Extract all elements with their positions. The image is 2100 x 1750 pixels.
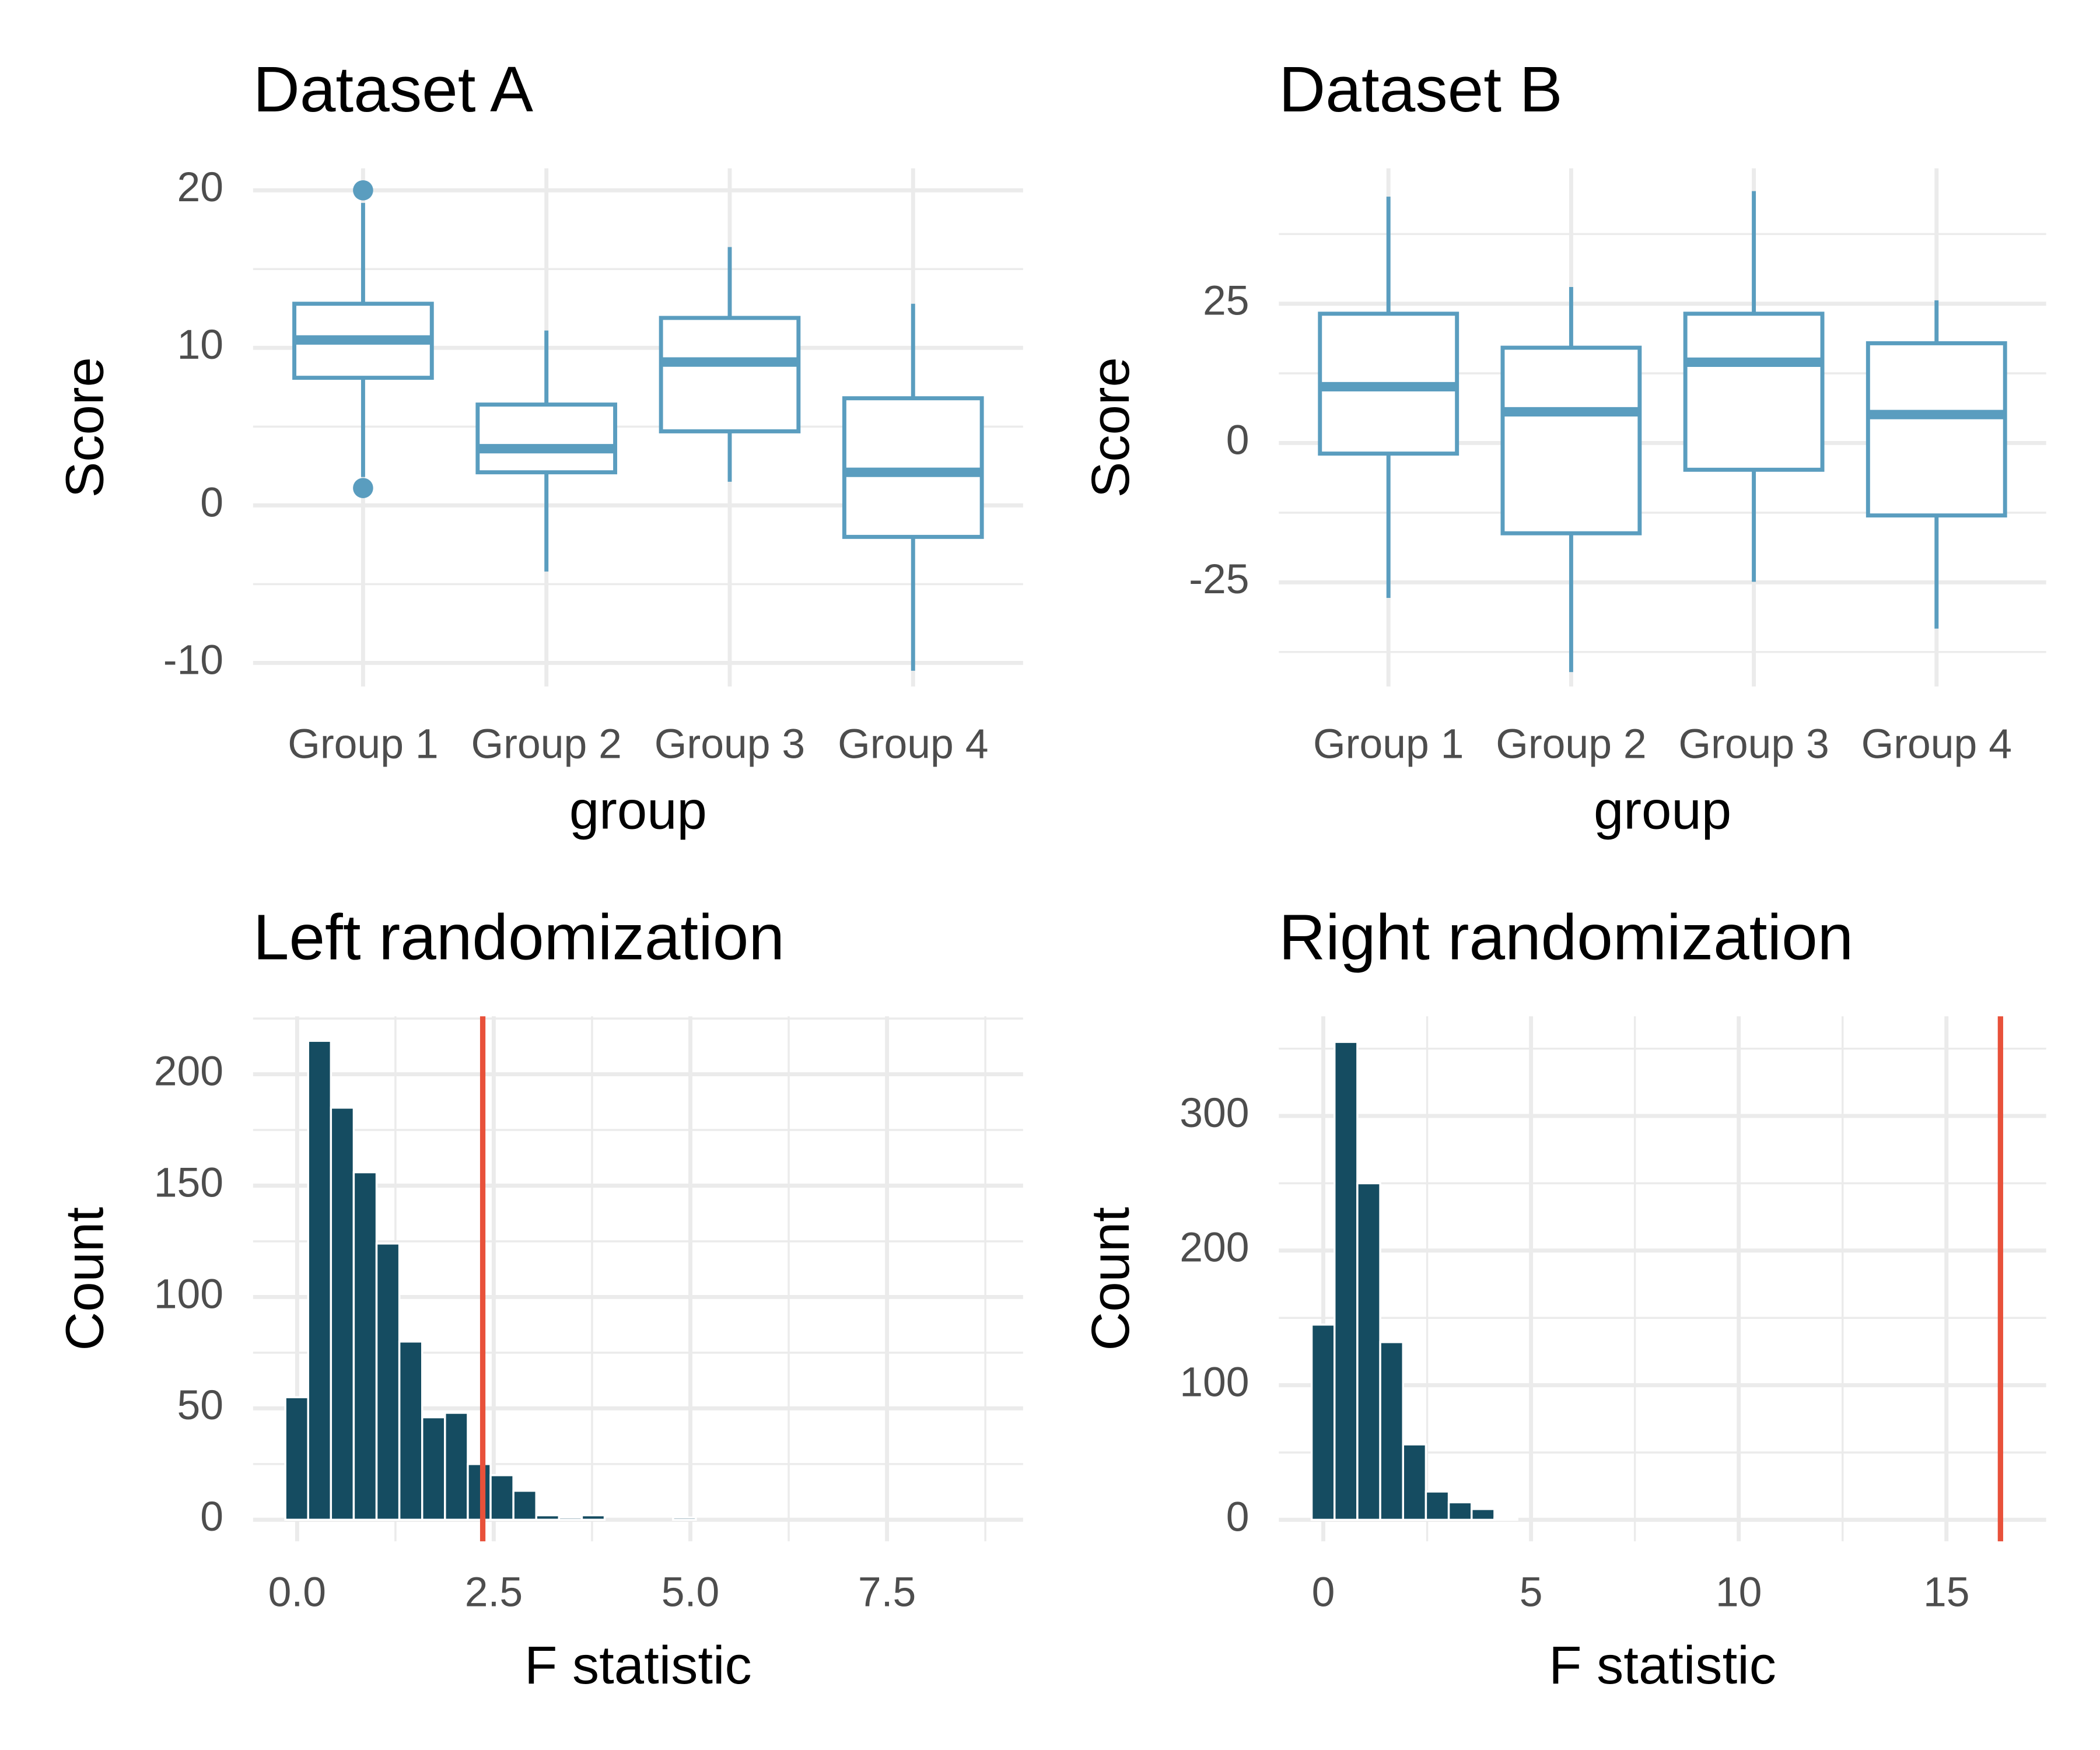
x-axis-title: group	[569, 780, 707, 841]
bar	[1379, 1341, 1404, 1521]
bar	[352, 1171, 378, 1521]
y-tick-label: -25	[1189, 556, 1249, 603]
box	[1866, 341, 2007, 518]
x-tick-label: Group 3	[1678, 721, 1829, 768]
outlier	[353, 478, 373, 498]
box	[659, 316, 801, 433]
bar	[1402, 1443, 1427, 1521]
x-tick-label: Group 4	[1861, 721, 2012, 768]
y-axis-title: Score	[54, 357, 115, 498]
y-tick-label: 10	[177, 321, 224, 368]
bar	[444, 1412, 469, 1521]
bar	[1493, 1517, 1518, 1521]
box	[1683, 312, 1825, 472]
y-axis-title: Count	[54, 1207, 115, 1350]
x-tick-label: 0	[1312, 1569, 1335, 1616]
bar	[330, 1107, 355, 1521]
chart-title: Right randomization	[1279, 902, 1853, 974]
x-tick-label: 7.5	[858, 1569, 916, 1616]
y-tick-label: 100	[1180, 1359, 1249, 1406]
bar	[421, 1416, 446, 1521]
bar	[375, 1242, 401, 1521]
y-tick-label: 200	[154, 1048, 223, 1094]
bar	[1471, 1508, 1496, 1521]
bar	[1447, 1501, 1473, 1521]
y-tick-label: 100	[154, 1270, 223, 1317]
bar	[398, 1340, 424, 1521]
chart-title: Dataset B	[1279, 54, 1562, 125]
x-axis-title: group	[1594, 780, 1731, 841]
outlier	[353, 180, 373, 201]
y-tick-label: -10	[163, 636, 223, 683]
y-tick-label: 0	[200, 1493, 223, 1540]
bar	[284, 1396, 309, 1521]
bar	[512, 1489, 537, 1521]
y-tick-label: 0	[1226, 416, 1250, 463]
box	[475, 402, 618, 475]
x-tick-label: 15	[1923, 1569, 1970, 1616]
y-tick-label: 300	[1180, 1090, 1249, 1136]
y-tick-label: 200	[1180, 1224, 1249, 1271]
bar	[672, 1516, 697, 1521]
y-tick-label: 0	[1226, 1493, 1250, 1540]
chart-title: Dataset A	[253, 54, 533, 125]
y-axis-title: Score	[1080, 357, 1140, 498]
bar	[1424, 1490, 1450, 1521]
chart-title: Left randomization	[253, 902, 785, 974]
bar	[489, 1474, 514, 1521]
bar	[1310, 1324, 1336, 1521]
x-tick-label: Group 4	[838, 721, 988, 768]
bar	[580, 1514, 606, 1521]
box	[842, 396, 984, 539]
x-tick-label: Group 2	[1496, 721, 1646, 768]
y-tick-label: 20	[177, 164, 224, 211]
box	[1500, 345, 1642, 536]
bar	[307, 1040, 332, 1521]
x-tick-label: Group 1	[1313, 721, 1464, 768]
bar	[1334, 1041, 1359, 1521]
x-tick-label: 5	[1520, 1569, 1543, 1616]
y-tick-label: 0	[200, 479, 223, 526]
y-axis-title: Count	[1080, 1207, 1140, 1350]
y-tick-label: 25	[1203, 277, 1250, 324]
x-tick-label: Group 3	[654, 721, 805, 768]
bar	[467, 1463, 492, 1521]
bar	[1356, 1182, 1381, 1521]
y-tick-label: 50	[177, 1382, 224, 1429]
bar	[535, 1514, 561, 1521]
bar	[558, 1516, 583, 1521]
x-tick-label: 5.0	[662, 1569, 719, 1616]
x-tick-label: Group 2	[471, 721, 622, 768]
x-tick-label: 10	[1716, 1569, 1762, 1616]
x-tick-label: 2.5	[465, 1569, 523, 1616]
x-tick-label: Group 1	[288, 721, 438, 768]
x-axis-title: F statistic	[524, 1634, 752, 1695]
y-tick-label: 150	[154, 1159, 223, 1206]
x-tick-label: 0.0	[268, 1569, 326, 1616]
x-axis-title: F statistic	[1549, 1634, 1776, 1695]
